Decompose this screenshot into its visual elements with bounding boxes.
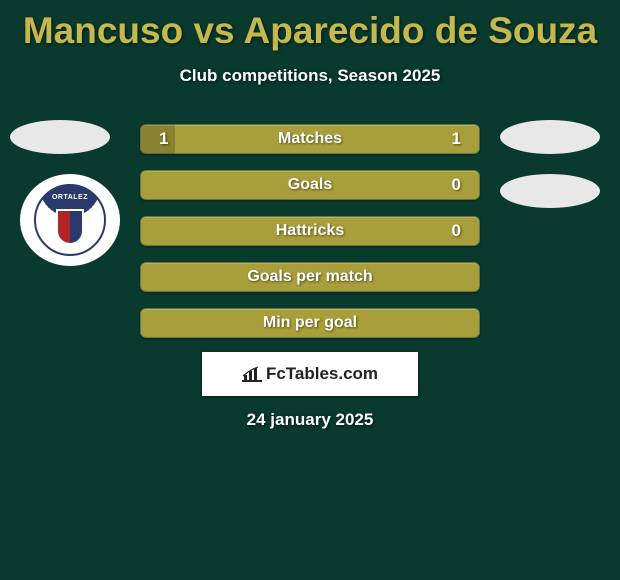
stat-label: Goals (141, 176, 479, 194)
right-badge-oval-2 (500, 174, 600, 208)
stat-row: Hattricks0 (140, 216, 480, 246)
right-badge-oval-1 (500, 120, 600, 154)
stat-row: Min per goal (140, 308, 480, 338)
page-title: Mancuso vs Aparecido de Souza (0, 0, 620, 52)
stat-value-right: 1 (452, 129, 461, 149)
stats-rows: 1Matches1Goals0Hattricks0Goals per match… (140, 124, 480, 354)
stat-label: Min per goal (141, 314, 479, 332)
stat-row: Goals0 (140, 170, 480, 200)
crest-shield-icon (56, 209, 84, 245)
date-label: 24 january 2025 (0, 410, 620, 430)
stat-row: 1Matches1 (140, 124, 480, 154)
crest-text: ORTALEZ (52, 194, 88, 201)
stat-label: Hattricks (141, 222, 479, 240)
subtitle: Club competitions, Season 2025 (0, 66, 620, 86)
stat-label: Matches (141, 130, 479, 148)
brand-text: FcTables.com (266, 364, 378, 384)
left-badge-oval (10, 120, 110, 154)
stat-value-right: 0 (452, 221, 461, 241)
stat-row: Goals per match (140, 262, 480, 292)
brand-box: FcTables.com (202, 352, 418, 396)
stat-value-left: 1 (159, 129, 168, 149)
bar-chart-icon (242, 366, 262, 382)
stat-value-right: 0 (452, 175, 461, 195)
fortaleza-crest-icon: ORTALEZ (34, 184, 106, 256)
left-club-crest: ORTALEZ (20, 174, 120, 266)
stat-label: Goals per match (141, 268, 479, 286)
